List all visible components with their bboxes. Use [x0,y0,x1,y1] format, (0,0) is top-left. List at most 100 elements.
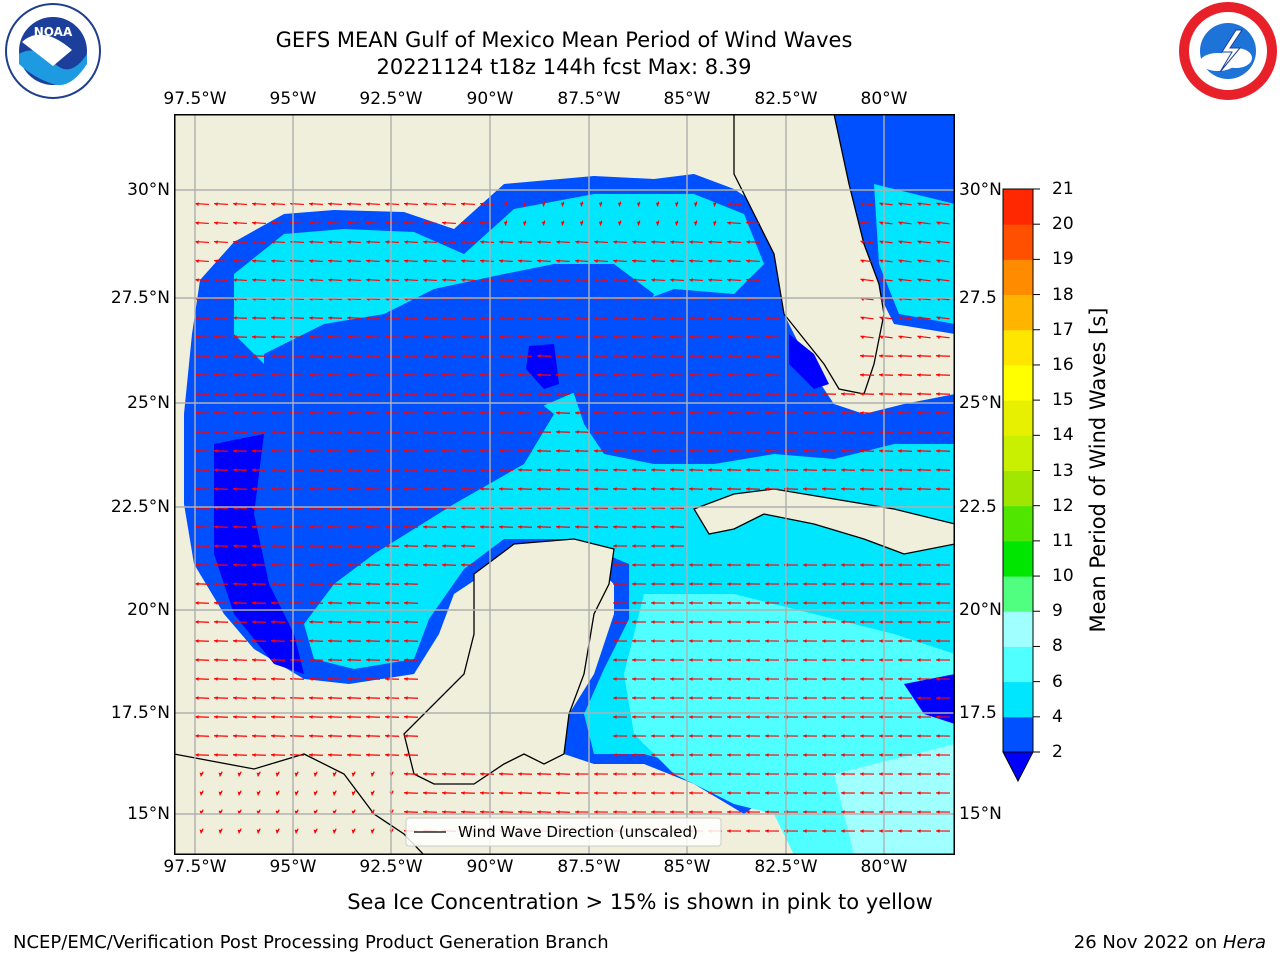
wind-arrow-head [613,696,617,700]
wind-arrow-head [632,753,636,757]
wind-arrow-head [461,563,465,567]
wind-arrow-head [347,202,351,206]
wind-arrow-head [651,696,655,700]
wind-arrow-head [598,221,603,226]
wind-arrow-head [233,677,237,681]
wind-arrow-head [442,202,446,206]
wind-arrow-head [575,240,579,244]
wind-arrow-head [309,468,313,472]
wind-arrow-head [765,411,769,415]
wind-arrow-head [632,335,636,339]
wind-arrow-head [936,734,940,738]
wind-arrow-head [689,487,693,491]
colorbar-label: Mean Period of Wind Waves [s] [1086,307,1110,633]
wind-arrow-head [503,221,508,226]
wind-arrow-head [275,791,280,796]
wind-arrow-head [746,620,750,624]
wind-arrow-head [309,525,313,529]
wind-arrow-head [632,772,636,776]
wind-arrow-head [252,639,256,643]
wind-arrow-head [613,259,617,263]
wind-arrow-head [575,430,579,434]
wind-arrow-head [518,772,522,776]
wind-arrow-head [727,601,731,605]
wind-arrow-head [556,468,560,472]
wind-arrow-head [632,620,636,624]
wind-arrow-head [518,259,522,263]
colorbar-segment [1003,224,1033,260]
wind-arrow-head [879,202,884,207]
wind-arrow-head [347,544,351,548]
wind-arrow-head [480,373,484,377]
wind-arrow-head [461,354,465,358]
wind-arrow-head [860,772,864,776]
wind-arrow-head [613,715,617,719]
wind-arrow-head [328,411,332,415]
wind-wave-arrows [195,201,951,834]
wind-arrow-head [765,810,769,814]
wind-arrow-head [822,658,826,662]
wind-arrow-head [632,373,636,377]
wind-arrow-head [309,335,313,339]
wind-arrow-head [575,316,579,320]
wind-arrow-head [195,259,199,263]
wind-arrow-head [366,240,370,244]
wind-arrow-head [708,392,712,396]
wind-arrow-head [328,259,332,263]
wind-arrow-head [233,240,237,244]
wind-arrow-head [651,525,655,529]
wind-arrow-head [556,335,560,339]
wind-arrow-head [214,202,218,206]
wind-arrow-head [233,753,237,757]
wind-arrow-head [689,278,693,282]
wind-arrow-head [480,449,484,453]
wind-arrow-head [461,392,465,396]
wind-arrow-head [537,468,541,472]
wind-arrow-head [822,753,826,757]
wind-arrow-head [366,639,370,643]
wind-arrow-head [423,392,427,396]
wind-arrow-head [860,411,864,415]
wind-arrow-head [214,601,218,605]
wind-arrow-head [404,601,408,605]
wind-arrow-head [560,221,565,226]
wind-arrow-head [670,316,674,320]
wind-arrow-head [404,221,408,225]
wind-arrow-head [575,335,579,339]
wind-arrow-head [917,373,921,377]
wind-arrow-head [404,278,408,282]
wind-arrow-head [347,696,351,700]
wind-arrow-head [404,430,408,434]
wind-arrow-head [708,734,712,738]
wind-arrow-head [765,829,769,833]
wind-arrow-head [385,240,389,244]
wind-arrow-head [632,430,636,434]
wind-arrow-head [442,772,446,776]
wind-arrow-head [214,639,218,643]
wind-arrow-head [480,335,484,339]
wind-arrow-head [936,582,940,586]
wind-arrow-head [746,791,750,795]
wind-arrow-head [442,335,446,339]
wind-arrow-head [822,582,826,586]
wind-arrow-head [898,316,903,321]
wind-arrow-head [537,810,541,814]
wind-arrow-head [271,601,275,605]
wind-arrow-head [347,563,351,567]
wind-arrow-head [499,316,503,320]
wind-arrow-head [252,373,256,377]
wind-arrow-head [347,430,351,434]
wind-arrow-head [195,316,199,320]
wind-arrow-head [366,620,370,624]
colorbar-segment [1003,294,1033,331]
wind-arrow-head [461,202,465,206]
wind-arrow-head [309,373,313,377]
wind-arrow-head [480,430,484,434]
wind-arrow-head [575,772,579,776]
wind-arrow-head [366,449,370,453]
colorbar-tick-label: 4 [1052,706,1063,727]
colorbar-segment [1003,400,1033,436]
colorbar-tick-label: 12 [1052,495,1074,516]
wind-arrow-head [537,487,541,491]
wind-arrow-head [366,259,370,263]
